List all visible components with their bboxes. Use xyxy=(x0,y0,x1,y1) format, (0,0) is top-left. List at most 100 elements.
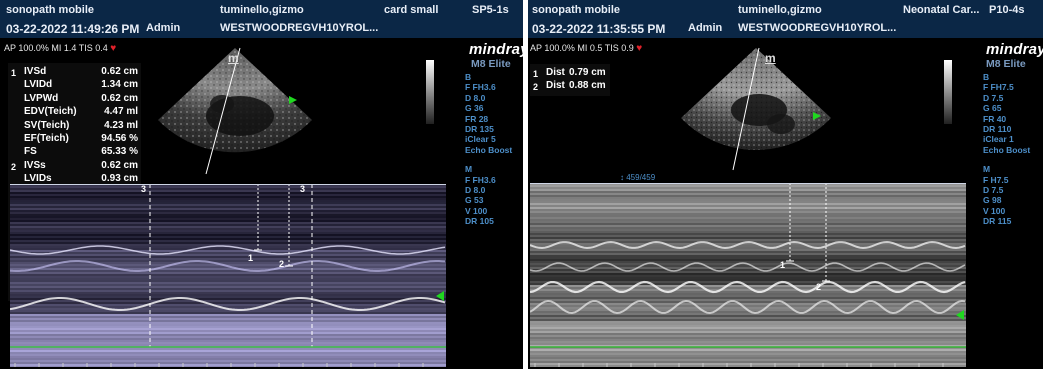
measurement-label: LVPWd xyxy=(24,92,59,104)
measurement-label: Dist xyxy=(546,80,565,92)
bmode-param: Echo Boost xyxy=(465,144,513,155)
measurement-results-box xyxy=(530,64,610,96)
caliper-label: 2 xyxy=(816,282,822,292)
measurement-row: LVIDs 0.93 cm xyxy=(11,173,138,186)
patient-id: WESTWOODREGVH10YROL... xyxy=(738,22,897,34)
brand-logo: mindray xyxy=(469,41,523,58)
bmode-param: FR 28 xyxy=(465,113,489,124)
measurement-value: 0.88 cm xyxy=(569,80,606,92)
caliper-label: 1 xyxy=(248,253,254,263)
greyscale-bar xyxy=(944,60,952,124)
measurement-group-number: 1 xyxy=(11,68,17,78)
mmode-param: V 100 xyxy=(465,205,488,216)
patient-name: tuminello,gizmo xyxy=(220,4,304,16)
mmode-param: F FH3.6 xyxy=(465,174,496,185)
imaging-parameters: B F FH7.5 D 7.5 G 65 FR 40 DR 110 iClear… xyxy=(983,72,1030,227)
measurement-value: 0.62 cm xyxy=(101,92,138,104)
mmode-param: G 53 xyxy=(465,195,484,206)
measurement-value: 0.62 cm xyxy=(101,66,138,77)
mmode-param: D 8.0 xyxy=(465,185,486,196)
measurement-value: 65.33 % xyxy=(101,146,138,158)
patient-id: WESTWOODREGVH10YROL... xyxy=(220,22,379,34)
measurement-value: 0.62 cm xyxy=(101,159,138,171)
measurement-row: LVIDd 1.34 cm xyxy=(11,79,138,92)
measurement-row: LVPWd 0.62 cm xyxy=(11,93,138,106)
bmode-param: DR 110 xyxy=(983,124,1012,135)
brand-logo: mindray xyxy=(986,41,1043,58)
mmode-param: DR 115 xyxy=(983,216,1012,227)
mmode-params-header: M xyxy=(983,164,991,175)
exam-preset: Neonatal Car... xyxy=(903,4,980,16)
bmode-params-header: B xyxy=(465,72,472,82)
exam-datetime: 03-22-2022 11:49:26 PM xyxy=(6,22,140,36)
bmode-param: G 65 xyxy=(983,103,1002,114)
measurement-label: FS xyxy=(24,146,37,158)
measurement-row: 1 Dist 0.79 cm xyxy=(533,67,609,80)
frame-counter-value: 459/459 xyxy=(626,173,656,182)
bmode-param: F FH3.6 xyxy=(465,82,496,93)
caliper-label: 2 xyxy=(279,259,285,269)
institution-name: sonopath mobile xyxy=(532,4,620,16)
frame-counter: ↕ 459/459 xyxy=(620,173,656,182)
measurement-row: SV(Teich) 4.23 ml xyxy=(11,120,138,133)
measurement-value: 94.56 % xyxy=(101,132,138,144)
bmode-param: G 36 xyxy=(465,103,484,114)
exam-datetime: 03-22-2022 11:35:55 PM xyxy=(532,22,666,36)
measurement-row: FS 65.33 % xyxy=(11,146,138,159)
measurement-number: 1 xyxy=(533,69,539,79)
operator-name: Admin xyxy=(688,22,723,34)
measurement-value: 1.34 cm xyxy=(101,79,138,91)
bmode-param: F FH7.5 xyxy=(983,82,1014,93)
measurement-row: 2 IVSs 0.62 cm xyxy=(11,160,138,173)
caliper-label: 1 xyxy=(780,260,786,270)
bmode-param: DR 135 xyxy=(465,124,494,135)
measurement-row: 1 IVSd 0.62 cm xyxy=(11,66,138,79)
operator-name: Admin xyxy=(146,22,181,34)
measurement-value: 4.23 ml xyxy=(104,119,138,131)
measurement-row: 2 Dist 0.88 cm xyxy=(533,80,609,93)
left-ultrasound-panel: sonopath mobile 03-22-2022 11:49:26 PM A… xyxy=(0,0,523,369)
measurement-label: IVSs xyxy=(24,159,46,171)
measurement-group-number: 2 xyxy=(11,161,17,172)
acoustic-output-readout: AP 100.0% MI 1.4 TIS 0.4 ♥ xyxy=(4,43,117,54)
bmode-param: iClear 5 xyxy=(465,134,496,145)
heart-icon: ♥ xyxy=(636,43,643,54)
measurement-value: 0.79 cm xyxy=(569,67,606,78)
system-model: M8 Elite xyxy=(986,58,1026,70)
measurement-value: 4.47 ml xyxy=(104,106,138,118)
heart-icon: ♥ xyxy=(110,43,117,54)
measurement-label: SV(Teich) xyxy=(24,119,70,131)
measurement-label: Dist xyxy=(546,67,565,78)
measurement-results: 1 Dist 0.79 cm 2 Dist 0.88 cm xyxy=(533,67,609,94)
acoustic-output-readout: AP 100.0% MI 0.5 TIS 0.9 ♥ xyxy=(530,43,643,54)
mmode-param: G 98 xyxy=(983,195,1002,206)
patient-name: tuminello,gizmo xyxy=(738,4,822,16)
mmode-param: F H7.5 xyxy=(983,174,1009,185)
mmode-strip xyxy=(530,183,966,367)
measurement-row: EDV(Teich) 4.47 ml xyxy=(11,106,138,119)
caliper-label: 3 xyxy=(300,184,306,194)
mmode-param: DR 105 xyxy=(465,216,494,227)
bmode-sector-image xyxy=(681,47,831,171)
caliper-label: 3 xyxy=(141,184,147,194)
mmode-params-header: M xyxy=(465,164,473,175)
mmode-cursor-marker: m xyxy=(228,51,239,65)
mmode-param: D 7.5 xyxy=(983,185,1004,196)
bmode-params-header: B xyxy=(983,72,990,82)
imaging-parameters: B F FH3.6 D 8.0 G 36 FR 28 DR 135 iClear… xyxy=(465,72,512,227)
mmode-param: V 100 xyxy=(983,205,1006,216)
measurement-label: EDV(Teich) xyxy=(24,106,77,118)
measurement-value: 0.93 cm xyxy=(101,173,138,185)
bmode-sector-image xyxy=(158,47,312,175)
bmode-param: Echo Boost xyxy=(983,144,1031,155)
bmode-param: iClear 1 xyxy=(983,134,1014,145)
right-header-bar: sonopath mobile 03-22-2022 11:35:55 PM A… xyxy=(528,0,1043,38)
measurement-label: LVIDd xyxy=(24,79,53,91)
bmode-param: FR 40 xyxy=(983,113,1007,124)
measurement-row: EF(Teich) 94.56 % xyxy=(11,133,138,146)
institution-name: sonopath mobile xyxy=(6,4,94,16)
probe-name: P10-4s xyxy=(989,4,1025,16)
mmode-cursor-marker: m xyxy=(765,51,776,65)
system-model: M8 Elite xyxy=(471,58,511,70)
bmode-param: D 8.0 xyxy=(465,92,486,103)
